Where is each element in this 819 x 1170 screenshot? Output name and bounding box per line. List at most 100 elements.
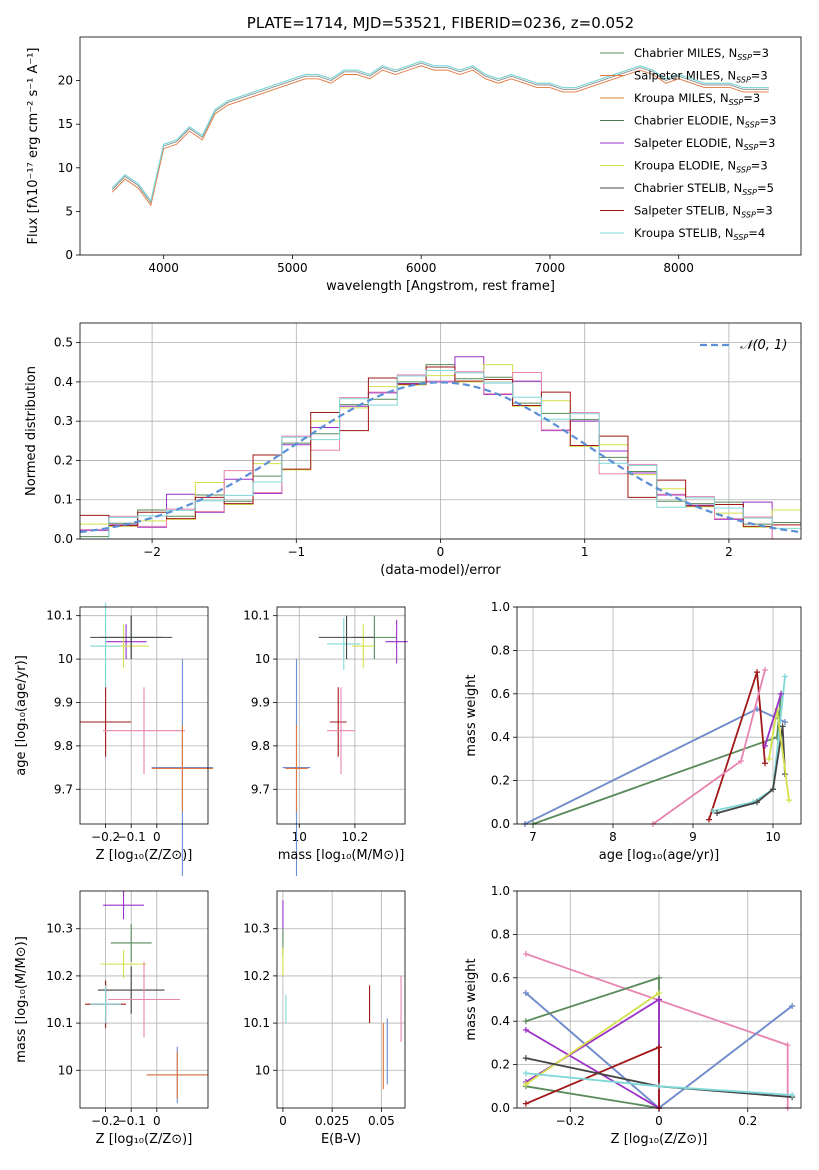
weight-point <box>522 1055 529 1062</box>
tick-label-y: 9.8 <box>54 739 73 753</box>
tick-label-y: 10.1 <box>243 609 270 623</box>
age-vs-mass-frame <box>276 606 406 825</box>
weight-point <box>714 810 720 817</box>
tick-label-x: 0 <box>153 1114 161 1128</box>
age-vs-Z-frame <box>79 606 209 825</box>
legend-entry: Chabrier MILES, NSSP=3 <box>634 46 769 62</box>
tick-label-x: 0.05 <box>368 1114 395 1128</box>
tick-label-x: 0.2 <box>738 1114 757 1128</box>
legend-entry: Kroupa MILES, NSSP=3 <box>634 91 760 107</box>
tick-label-x: 0 <box>655 1114 663 1128</box>
weight-series-line <box>525 976 660 1110</box>
tick-label-y: 10.1 <box>46 609 73 623</box>
tick-label-x: 8 <box>609 830 617 844</box>
spectrum-axes <box>76 80 680 259</box>
tick-label-x: −0.1 <box>117 1114 146 1128</box>
weight-point <box>782 673 788 680</box>
weight-point <box>656 989 662 996</box>
tick-label-x: 1 <box>581 545 589 559</box>
weight-point <box>754 799 760 806</box>
tick-label-x: 0.025 <box>315 1114 349 1128</box>
tick-label-y: 0.8 <box>491 643 510 657</box>
tick-label-y: 10.2 <box>46 969 73 983</box>
axis-label-x: E(B-V) <box>321 1132 361 1147</box>
weight-point <box>706 816 712 823</box>
axis-label-x: age [log₁₀(age/yr)] <box>599 848 720 863</box>
weight-series-line <box>708 671 766 820</box>
axis-label-x: Z [log₁₀(Z/Z⊙)] <box>611 1132 708 1147</box>
tick-label-x: 2 <box>725 545 733 559</box>
weight-point <box>522 1018 529 1025</box>
weight-point <box>522 1070 529 1077</box>
weight-point <box>762 666 768 673</box>
weight-point <box>762 760 768 767</box>
weight-point <box>522 950 529 957</box>
weight-point <box>789 1003 796 1010</box>
axis-label-x: (data-model)/error <box>380 563 501 578</box>
legend-entry: Salpeter MILES, NSSP=3 <box>634 69 768 85</box>
weight-point <box>522 989 529 996</box>
residuals-frame <box>79 322 802 540</box>
tick-label-y: 0.0 <box>491 817 510 831</box>
tick-label-y: 0.2 <box>54 453 73 467</box>
axis-label-x: wavelength [Angstrom, rest frame] <box>326 279 555 294</box>
tick-label-y: 10 <box>58 1063 73 1077</box>
weight-series-line <box>764 693 782 747</box>
tick-label-x: 7 <box>529 830 537 844</box>
tick-label-y: 10.3 <box>46 922 73 936</box>
mass-vs-ebv-axes <box>273 891 405 1112</box>
tick-label-x: 0 <box>437 545 445 559</box>
tick-label-y: 1.0 <box>491 884 510 898</box>
tick-label-y: 10 <box>255 652 270 666</box>
weight-point <box>779 723 786 730</box>
tick-label-x: 9 <box>689 830 697 844</box>
axis-label-y: age [log₁₀(age/yr)] <box>14 655 29 776</box>
tick-label-y: 5 <box>65 204 73 218</box>
tick-label-y: 0.3 <box>54 414 73 428</box>
tick-label-y: 0.0 <box>54 532 73 546</box>
weight-point <box>656 996 662 1003</box>
tick-label-y: 9.9 <box>251 695 270 709</box>
axis-label-y: Normed distribution <box>24 366 39 496</box>
weight-series-line <box>712 676 786 812</box>
legend-entry: Salpeter STELIB, NSSP=3 <box>634 204 773 220</box>
spectrum-model-line <box>111 65 769 207</box>
tick-label-y: 1.0 <box>491 600 510 614</box>
tick-label-y: 0.1 <box>54 493 73 507</box>
legend-entry: 𝒩(0, 1) <box>740 338 787 353</box>
axis-label-y: mass [log₁₀(M/M⊙)] <box>14 936 29 1063</box>
tick-label-y: 0.2 <box>491 1058 510 1072</box>
axis-label-x: Z [log₁₀(Z/Z⊙)] <box>96 1132 193 1147</box>
tick-label-y: 0.6 <box>491 687 510 701</box>
tick-label-x: 7000 <box>535 261 566 275</box>
tick-label-y: 9.8 <box>251 739 270 753</box>
mass-vs-Z-frame <box>79 890 209 1109</box>
weight-point <box>786 797 792 804</box>
weight-point <box>762 742 768 749</box>
weight-point <box>656 1044 662 1051</box>
age-vs-mass-axes <box>273 607 405 828</box>
weight-series-line <box>525 1045 660 1108</box>
weight-point <box>789 1091 796 1098</box>
tick-label-x: 8000 <box>663 261 694 275</box>
spectrum-data-line <box>111 62 769 204</box>
weight-point <box>754 669 760 676</box>
tick-label-x: −0.2 <box>91 830 120 844</box>
tick-label-y: 0.6 <box>491 971 510 985</box>
weight-point <box>656 1083 662 1090</box>
tick-label-x: 0 <box>279 1114 287 1128</box>
tick-label-y: 20 <box>58 74 73 88</box>
tick-label-y: 0.4 <box>491 730 510 744</box>
tick-label-x: 6000 <box>406 261 437 275</box>
axis-label-y: mass weight <box>464 674 479 756</box>
tick-label-y: 9.7 <box>251 782 270 796</box>
tick-label-x: −0.2 <box>91 1114 120 1128</box>
weight-series-line <box>524 707 786 825</box>
weight-point <box>784 1042 791 1049</box>
weight-point <box>782 719 788 726</box>
tick-label-y: 10 <box>58 652 73 666</box>
normal-curve <box>79 381 802 534</box>
axis-label-y: mass weight <box>464 958 479 1040</box>
weight-series-line <box>524 707 786 825</box>
